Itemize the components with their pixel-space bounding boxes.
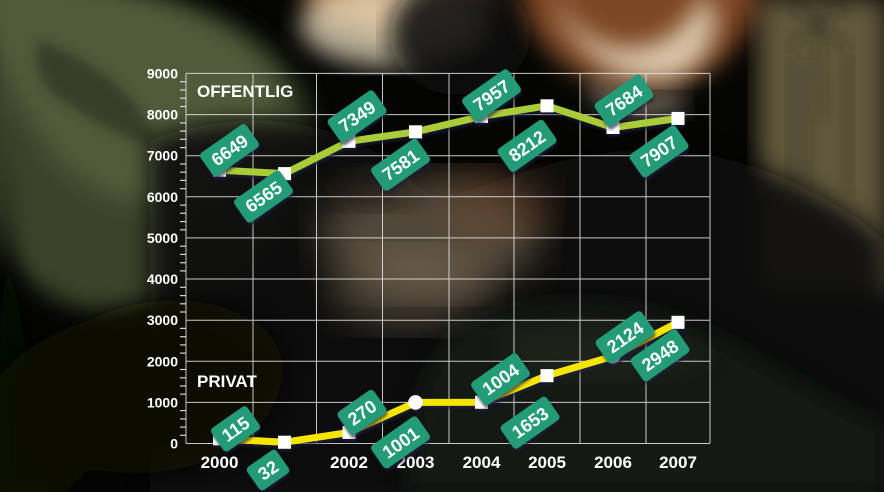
svg-text:PRIVAT: PRIVAT [197,372,257,391]
svg-text:8000: 8000 [147,107,178,123]
svg-text:1000: 1000 [147,394,178,410]
svg-text:9000: 9000 [147,65,178,81]
svg-text:5000: 5000 [147,230,178,246]
svg-text:2002: 2002 [330,453,368,472]
svg-text:2004: 2004 [463,453,501,472]
svg-text:0: 0 [170,436,178,452]
svg-text:OFFENTLIG: OFFENTLIG [197,82,293,101]
svg-text:7000: 7000 [147,148,178,164]
svg-text:4000: 4000 [147,271,178,287]
svg-text:2000: 2000 [201,453,239,472]
svg-text:6000: 6000 [147,189,178,205]
svg-text:2007: 2007 [659,453,697,472]
svg-text:2006: 2006 [594,453,632,472]
svg-text:3000: 3000 [147,312,178,328]
svg-text:2000: 2000 [147,353,178,369]
svg-text:2005: 2005 [528,453,566,472]
